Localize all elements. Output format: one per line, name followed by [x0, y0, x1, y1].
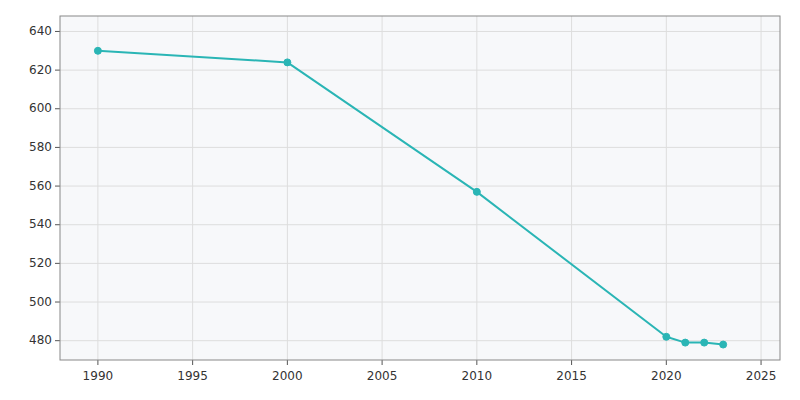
tick-label-x: 2015 — [556, 369, 587, 383]
tick-x — [571, 360, 572, 365]
tick-label-y: 520 — [29, 256, 52, 270]
tick-label-y: 500 — [29, 295, 52, 309]
line — [98, 51, 723, 345]
grid-line-x — [571, 16, 572, 360]
chart-svg: 480 500 520 540 560 580 600 620 640 1990 1995 2000 2… — [0, 0, 800, 400]
tick-label-y: 640 — [29, 24, 52, 38]
grid-line-x — [287, 16, 288, 360]
tick-label-x: 2005 — [367, 369, 398, 383]
tick-x — [97, 360, 98, 365]
grid-line-y — [60, 340, 780, 341]
tick-label-y: 480 — [29, 333, 52, 347]
chart-container: 480 500 520 540 560 580 600 620 640 1990 1995 2000 2… — [0, 0, 800, 400]
tick-label-x: 1995 — [177, 369, 208, 383]
grid-line-x — [761, 16, 762, 360]
marker — [284, 59, 291, 66]
tick-y — [55, 108, 60, 109]
tick-label-x: 2020 — [651, 369, 682, 383]
grid-line-x — [382, 16, 383, 360]
tick-y — [55, 263, 60, 264]
tick-y — [55, 147, 60, 148]
grid-line-y — [60, 263, 780, 264]
marker — [94, 47, 101, 54]
tick-y — [55, 31, 60, 32]
marker — [473, 188, 480, 195]
tick-y — [55, 70, 60, 71]
grid — [60, 16, 780, 360]
tick-x — [382, 360, 383, 365]
tick-label-x: 1990 — [83, 369, 114, 383]
tick-label-x: 2000 — [272, 369, 303, 383]
grid-line-y — [60, 224, 780, 225]
marker — [682, 339, 689, 346]
axes: 480 500 520 540 560 580 600 620 640 1990 1995 2000 2… — [29, 24, 776, 383]
grid-line-x — [97, 16, 98, 360]
grid-line-y — [60, 302, 780, 303]
tick-y — [55, 340, 60, 341]
tick-y — [55, 186, 60, 187]
tick-label-y: 600 — [29, 101, 52, 115]
tick-x — [761, 360, 762, 365]
tick-label-x: 2010 — [462, 369, 493, 383]
tick-label-y: 560 — [29, 179, 52, 193]
marker — [720, 341, 727, 348]
tick-x — [287, 360, 288, 365]
tick-label-y: 580 — [29, 140, 52, 154]
marker — [701, 339, 708, 346]
tick-label-x: 2025 — [746, 369, 777, 383]
grid-line-y — [60, 108, 780, 109]
tick-y — [55, 302, 60, 303]
tick-y — [55, 224, 60, 225]
grid-line-y — [60, 31, 780, 32]
marker — [663, 333, 670, 340]
tick-label-y: 620 — [29, 63, 52, 77]
series — [94, 47, 726, 348]
tick-x — [192, 360, 193, 365]
grid-line-x — [192, 16, 193, 360]
grid-line-x — [666, 16, 667, 360]
grid-line-y — [60, 147, 780, 148]
grid-line-y — [60, 70, 780, 71]
tick-x — [666, 360, 667, 365]
plot-frame — [60, 16, 780, 360]
tick-label-y: 540 — [29, 217, 52, 231]
plot-background — [60, 16, 780, 360]
tick-x — [476, 360, 477, 365]
grid-line-y — [60, 186, 780, 187]
